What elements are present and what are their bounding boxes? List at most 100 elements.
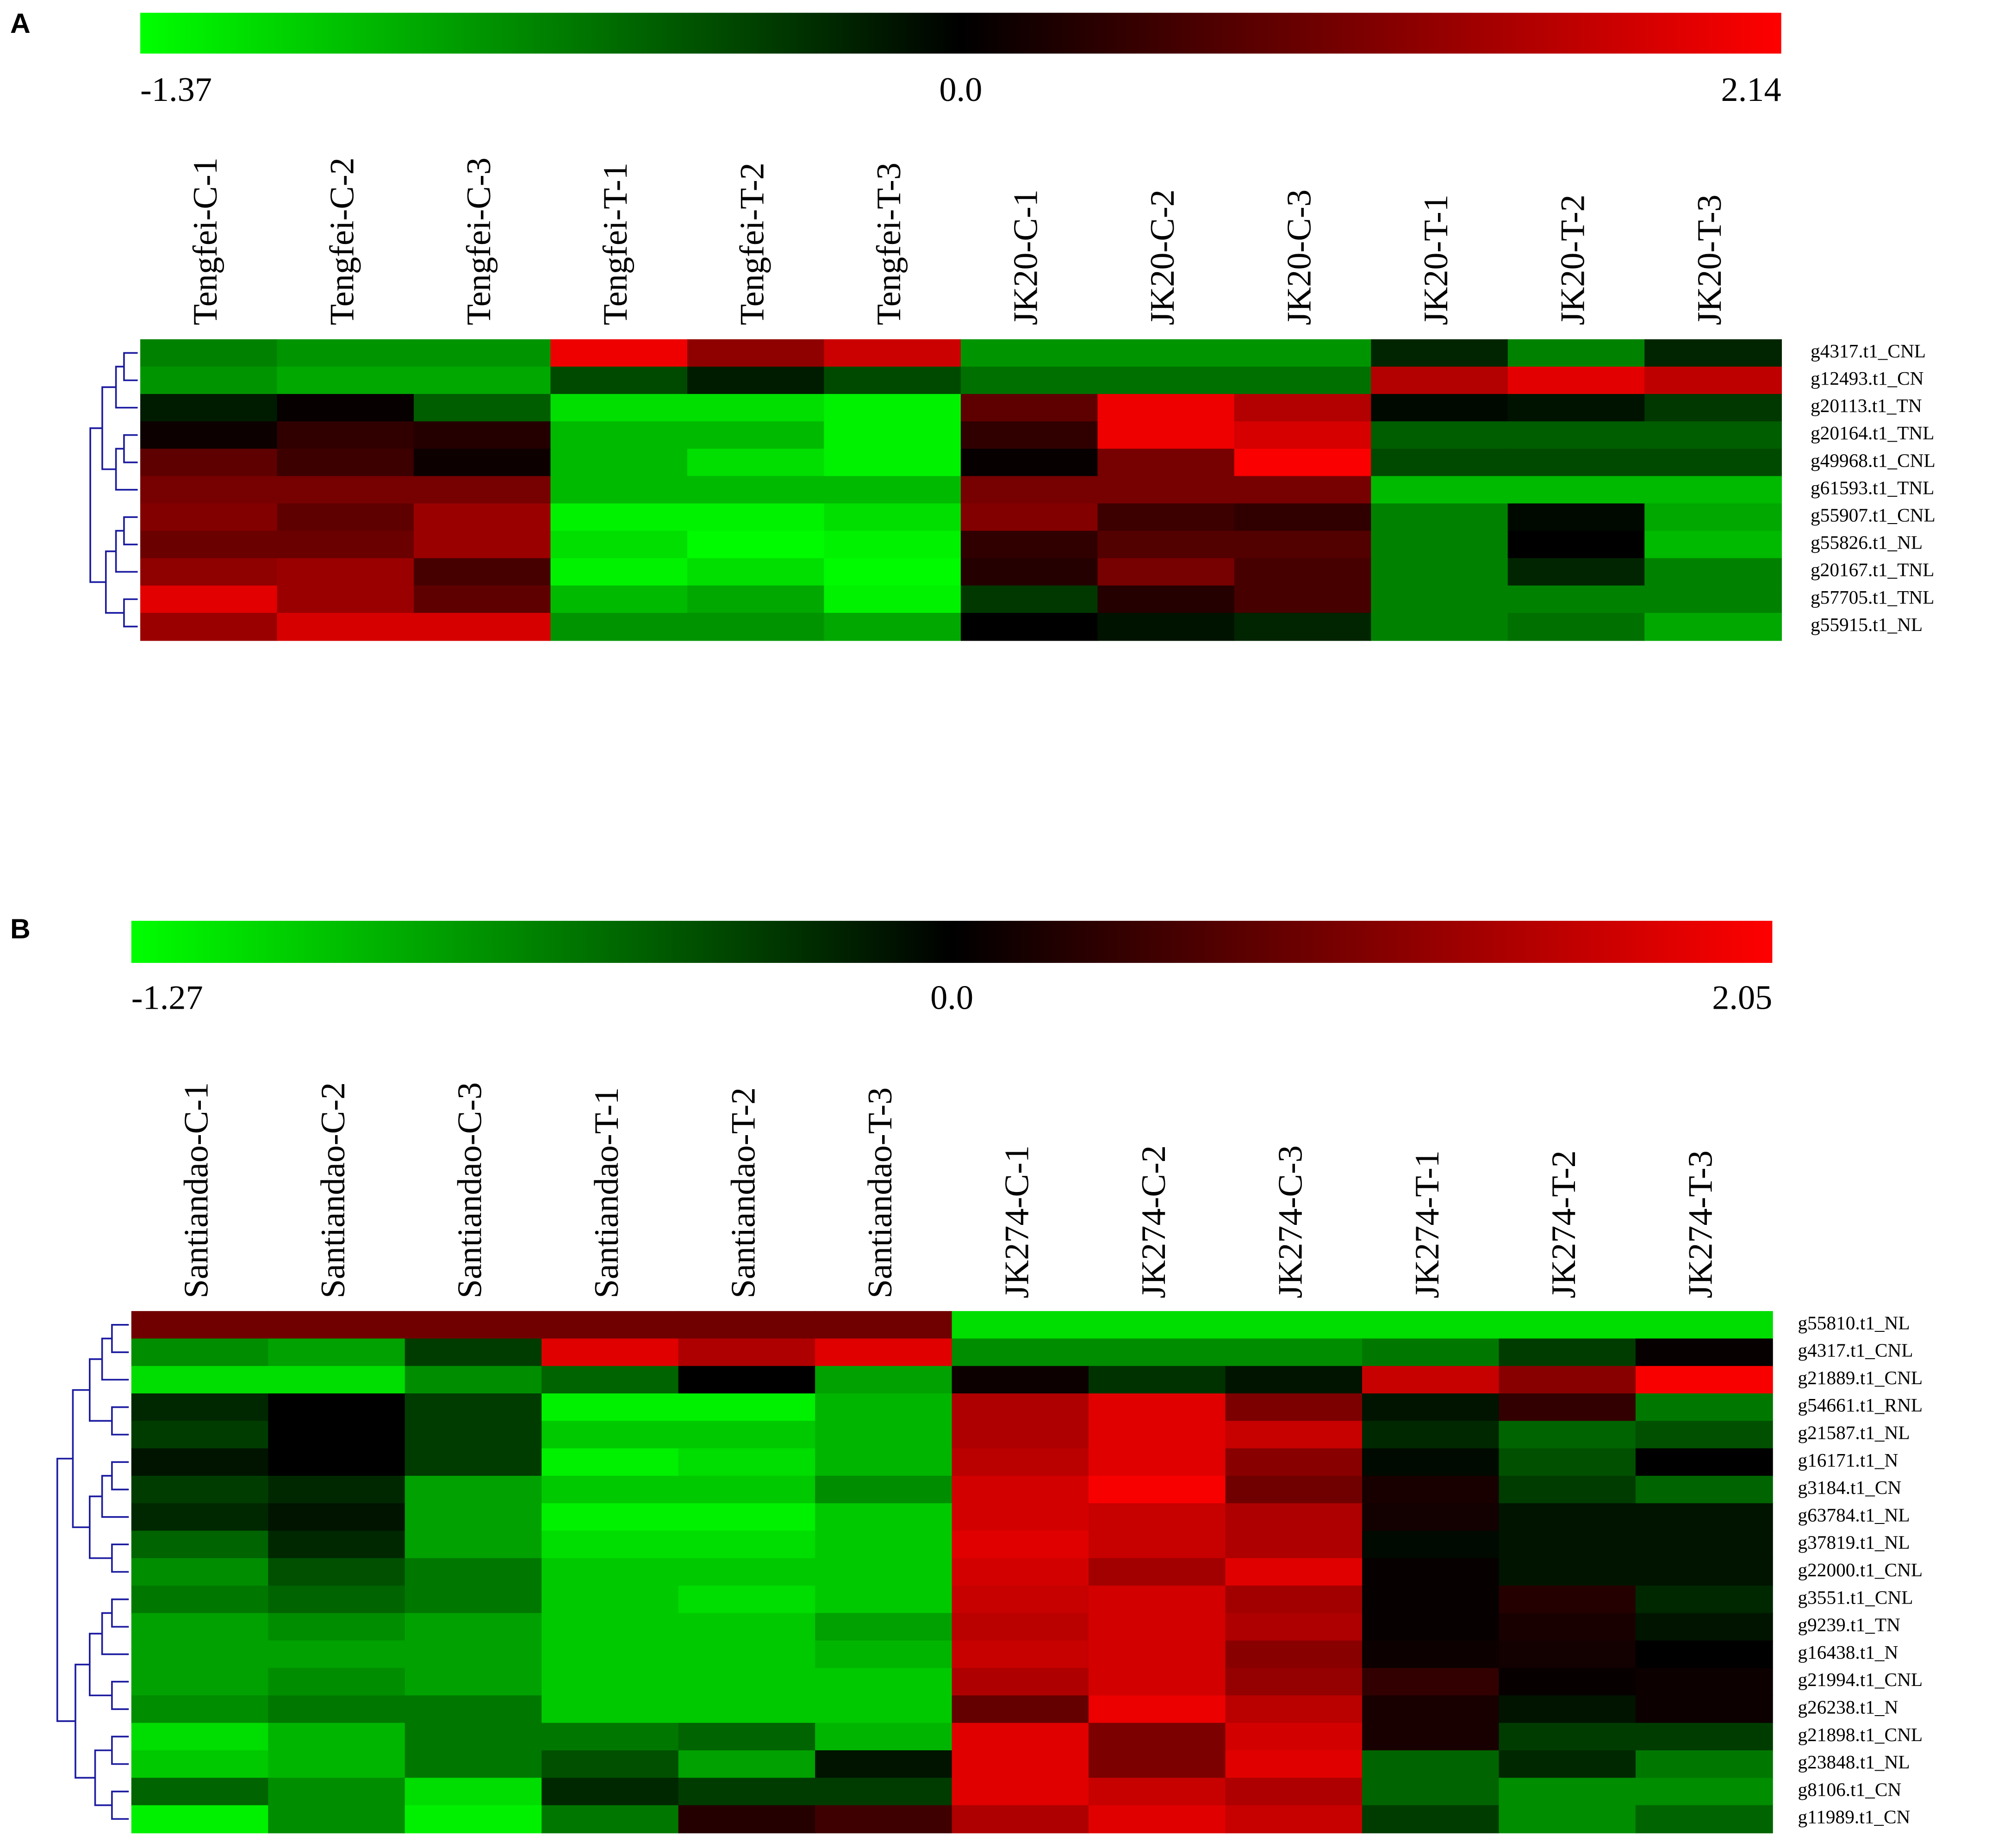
row-label: g16171.t1_N [1798,1449,1898,1471]
column-label: JK20-T-3 [1691,194,1729,325]
column-label: JK20-C-2 [1144,189,1182,325]
heatmap-cell [1507,339,1645,368]
heatmap-cell [140,503,278,531]
heatmap-cell [1635,1366,1773,1394]
heatmap-cell [952,1723,1089,1751]
heatmap-cell [542,1668,679,1696]
heatmap-cell [550,531,688,559]
heatmap-cell [1644,531,1782,559]
heatmap-cell [268,1530,406,1559]
dendrogram-branch [111,1543,129,1573]
heatmap-cell [131,1586,269,1614]
heatmap-cell [277,394,415,422]
heatmap-cell [952,1311,1089,1339]
heatmap-cell [1507,612,1645,641]
heatmap-cell [1225,1311,1363,1339]
heatmap-cell [952,1805,1089,1834]
heatmap-cell [550,339,688,368]
heatmap-cell [815,1448,952,1477]
heatmap-cell [1362,1586,1500,1614]
heatmap-cell [952,1668,1089,1696]
heatmap-cell [1499,1503,1637,1531]
heatmap-cell [1225,1640,1363,1669]
heatmap-cell [268,1448,406,1477]
heatmap-cell [1089,1503,1226,1531]
heatmap-cell [1089,1311,1226,1339]
heatmap-cell [1225,1613,1363,1642]
heatmap-cell [815,1778,952,1806]
heatmap-cell [815,1723,952,1751]
heatmap-cell [687,612,825,641]
heatmap-cell [542,1723,679,1751]
heatmap-cell [277,421,415,450]
heatmap-cell [1644,558,1782,587]
heatmap-cell [1507,531,1645,559]
heatmap-cell [1371,421,1509,450]
heatmap-cell [550,449,688,477]
heatmap-cell [1362,1366,1500,1394]
heatmap-cell [1499,1393,1637,1422]
heatmap-cell [405,1640,542,1669]
heatmap-cell [268,1338,406,1367]
heatmap-cell [1371,339,1509,368]
heatmap-cell [824,612,962,641]
column-label: Tengfei-C-3 [460,157,498,325]
heatmap-cell [687,339,825,368]
heatmap-cell [405,1778,542,1806]
row-label: g26238.t1_N [1798,1697,1898,1718]
heatmap-cell [268,1421,406,1449]
panel-label: B [10,913,31,944]
heatmap-cell [131,1475,269,1504]
heatmap-cell [140,421,278,450]
heatmap-cell [1371,503,1509,531]
row-label: g61593.t1_TNL [1811,477,1934,498]
heatmap-cell [1371,476,1509,504]
heatmap-cell [140,449,278,477]
column-label: Santiandao-C-1 [178,1082,216,1299]
heatmap-cell [687,503,825,531]
dendrogram-branch [111,1461,129,1491]
row-label: g11989.t1_CN [1798,1806,1910,1828]
dendrogram-branch [101,1475,129,1518]
heatmap-cell [678,1558,816,1586]
panel-label: A [10,7,31,39]
heatmap-cell [1234,394,1372,422]
row-label: g22000.t1_CNL [1798,1559,1923,1580]
heatmap-cell [1362,1311,1500,1339]
heatmap-cell [1089,1640,1226,1669]
heatmap-cell [815,1503,952,1531]
column-label: Santiandao-C-3 [451,1082,489,1299]
heatmap-cell [1635,1475,1773,1504]
column-label: Tengfei-T-3 [870,162,908,325]
heatmap-cell [1089,1695,1226,1724]
heatmap-cell [405,1338,542,1367]
heatmap-cell [952,1503,1089,1531]
heatmap-cell [542,1338,679,1367]
heatmap-cell [1234,585,1372,614]
heatmap-cell [1644,476,1782,504]
heatmap-cell [1499,1421,1637,1449]
heatmap-cell [1225,1805,1363,1834]
heatmap-cell [1234,503,1372,531]
heatmap-cell [542,1558,679,1586]
heatmap-cell [1635,1421,1773,1449]
heatmap-cell [824,366,962,395]
heatmap-cell [1635,1393,1773,1422]
heatmap-cell [1635,1723,1773,1751]
dendrogram-branch [89,1495,112,1559]
heatmap-cell [542,1311,679,1339]
column-label: JK274-T-2 [1545,1150,1583,1299]
heatmap-cell [952,1448,1089,1477]
heatmap-cell [815,1613,952,1642]
row-label: g55826.t1_NL [1811,532,1923,553]
heatmap-cell [960,449,1098,477]
heatmap-cell [1225,1421,1363,1449]
heatmap-cell [131,1778,269,1806]
heatmap-cell [268,1805,406,1834]
dendrogram-branch [101,1612,129,1655]
row-label: g23848.t1_NL [1798,1751,1910,1773]
dendrogram-branch [94,1749,112,1806]
heatmap-cell [1644,339,1782,368]
column-label: Tengfei-C-2 [323,157,361,325]
